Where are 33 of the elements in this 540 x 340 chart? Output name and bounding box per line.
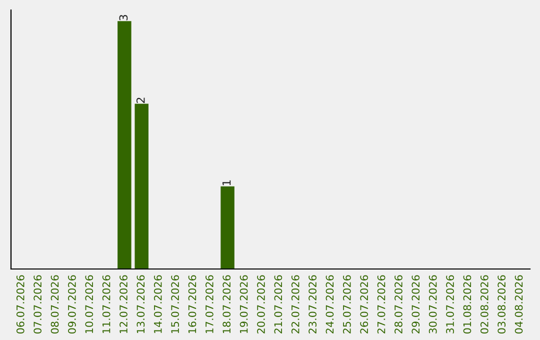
x-tick-label: 17.07.2026 [205,275,214,334]
x-tick-label: 29.07.2026 [412,275,420,334]
x-tick-label: 03.08.2026 [498,275,506,334]
data-label: 1 [222,180,231,186]
x-tick-label: 09.07.2026 [68,275,76,334]
x-tick-label: 19.07.2026 [240,275,248,334]
x-tick-label: 22.07.2026 [291,275,300,334]
data-label: 3 [119,14,128,20]
x-tick-label: 15.07.2026 [171,275,180,334]
x-tick-label: 18.07.2026 [222,275,231,334]
x-tick-label: 23.07.2026 [308,275,316,334]
data-label: 2 [136,98,145,103]
x-tick-label: 26.07.2026 [360,275,368,334]
x-tick-label: 01.08.2026 [463,275,472,334]
x-tick-label: 31.07.2026 [446,275,454,334]
x-tick-label: 04.08.2026 [514,275,523,334]
x-tick-label: 10.07.2026 [85,275,94,334]
x-tick-label: 21.07.2026 [274,275,282,334]
x-tick-label: 02.08.2026 [480,275,488,334]
x-tick-label: 14.07.2026 [154,275,162,334]
x-tick-label: 28.07.2026 [394,275,402,334]
x-tick-label: 30.07.2026 [428,275,437,334]
x-tick-label: 12.07.2026 [120,275,128,334]
x-tick-label: 06.07.2026 [16,275,24,334]
x-tick-label: 25.07.2026 [342,275,351,334]
x-tick-label: 08.07.2026 [50,275,59,334]
x-tick-label: 20.07.2026 [257,275,265,334]
x-tick-label: 11.07.2026 [102,275,110,334]
x-tick-label: 16.07.2026 [188,275,196,334]
x-tick-label: 24.07.2026 [326,275,334,334]
x-tick-label: 07.07.2026 [34,275,42,334]
x-tick-label: 13.07.2026 [136,275,145,334]
x-tick-label: 27.07.2026 [377,275,386,334]
